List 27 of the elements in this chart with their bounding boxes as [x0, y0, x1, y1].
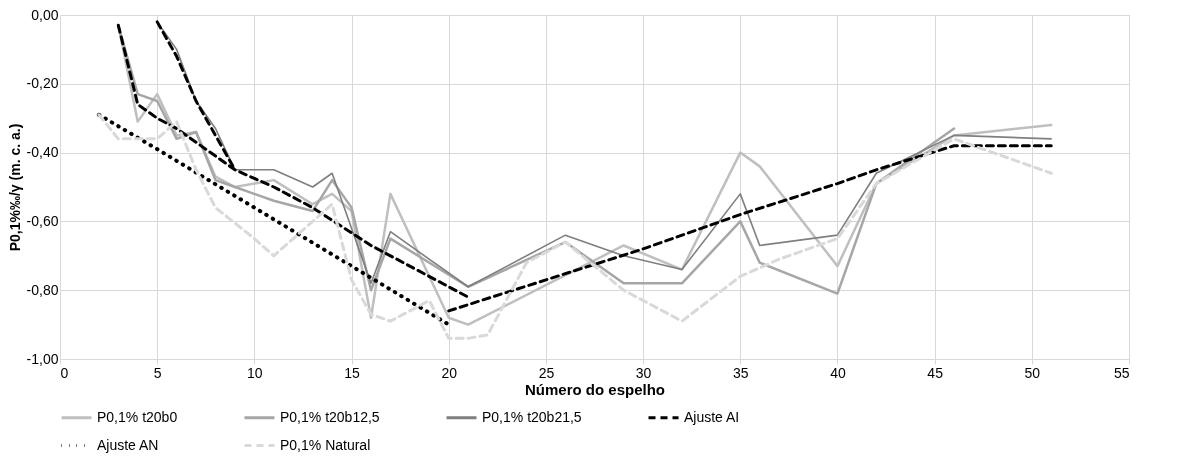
legend-label: P0,1% t20b12,5 — [280, 408, 380, 425]
legend-label: P0,1% t20b21,5 — [482, 408, 582, 425]
y-tick-label: -0,60 — [26, 212, 59, 229]
legend-label: Ajuste AN — [97, 436, 159, 453]
line-series — [96, 112, 451, 327]
x-tick-label: 45 — [927, 364, 944, 381]
y-tick-label: 0,00 — [31, 6, 59, 23]
x-tick-label: 50 — [1024, 364, 1041, 381]
y-tick-label: -1,00 — [26, 350, 59, 367]
y-axis-title: P0,1%‰/γ (m. c. a.) — [6, 123, 23, 252]
x-tick-label: 30 — [635, 364, 652, 381]
x-tick-label: 10 — [247, 364, 263, 381]
x-tick-label: 25 — [538, 364, 555, 381]
x-axis-title: Número do espelho — [524, 380, 666, 398]
x-tick-label: 35 — [732, 364, 749, 381]
y-tick-label: -0,40 — [26, 144, 59, 161]
x-tick-label: 40 — [830, 364, 846, 381]
y-tick-label: -0,80 — [26, 281, 59, 298]
legend-label: P0,1% Natural — [280, 436, 371, 453]
legend-label: Ajuste AI — [684, 408, 740, 425]
x-tick-label: 15 — [344, 364, 361, 381]
x-tick-label: 20 — [441, 364, 458, 381]
y-tick-label: -0,20 — [26, 75, 59, 92]
x-tick-label: 5 — [153, 364, 162, 381]
x-tick-label: 0 — [60, 364, 69, 381]
legend-label: P0,1% t20b0 — [97, 408, 178, 425]
x-tick-label: 55 — [1113, 364, 1130, 381]
